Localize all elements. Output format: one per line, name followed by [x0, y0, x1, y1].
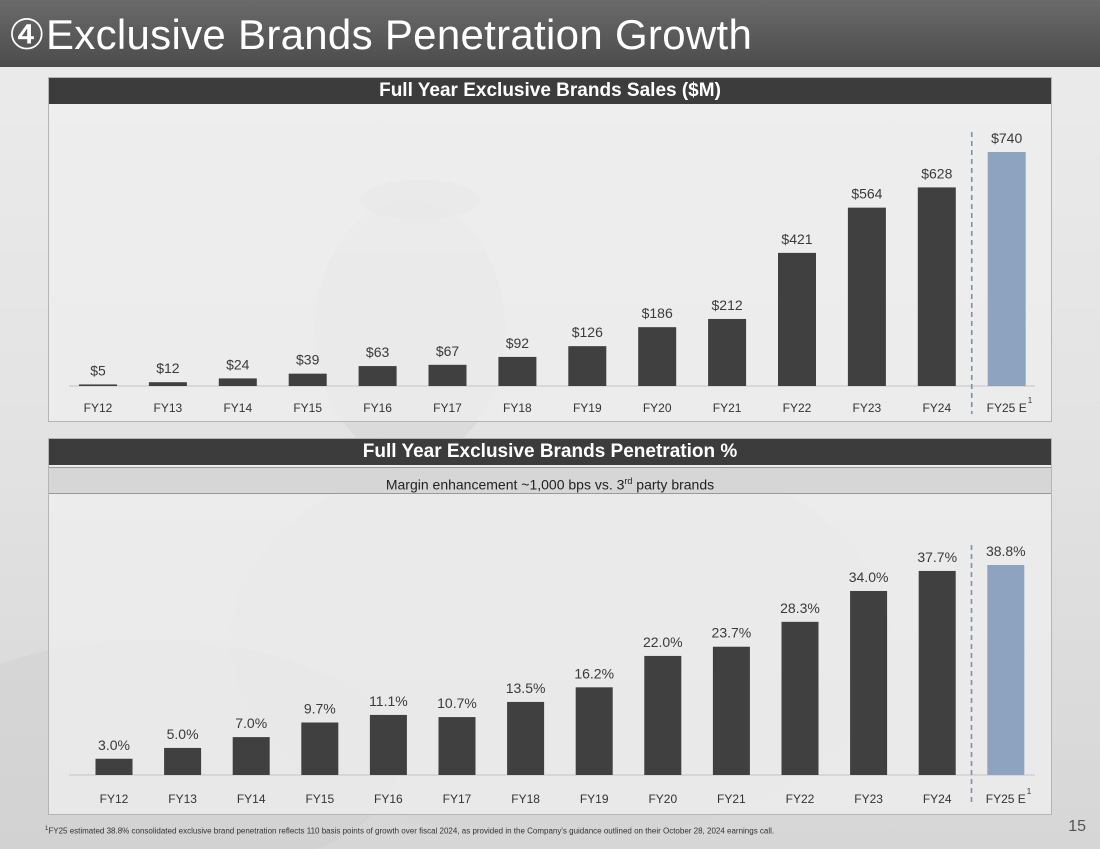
sales-value-label-11: $564 [851, 186, 882, 202]
penetration-category-label-13: FY25 E [986, 792, 1026, 806]
penetration-bar-10 [781, 621, 819, 775]
sales-value-label-6: $92 [506, 335, 530, 351]
sales-category-label-5: FY17 [433, 401, 462, 415]
sales-category-label-11: FY23 [853, 401, 882, 415]
slide-title: ④Exclusive Brands Penetration Growth [8, 11, 753, 58]
penetration-value-label-1: 5.0% [167, 726, 199, 742]
penetration-bar-3 [301, 722, 339, 775]
penetration-subtitle: Margin enhancement ~1,000 bps vs. 3rd pa… [49, 467, 1051, 494]
penetration-value-label-10: 28.3% [780, 600, 820, 616]
penetration-value-label-4: 11.1% [369, 693, 408, 709]
penetration-bar-13 [987, 565, 1025, 775]
footnote: 1FY25 estimated 38.8% consolidated exclu… [45, 826, 775, 836]
penetration-bar-6 [507, 701, 545, 775]
penetration-bar-4 [369, 714, 407, 775]
penetration-bar-0 [95, 758, 133, 775]
penetration-bar-9 [712, 646, 750, 775]
penetration-category-superscript-13: 1 [1027, 787, 1032, 796]
penetration-bar-2 [232, 737, 270, 775]
penetration-value-label-2: 7.0% [235, 715, 267, 731]
penetration-value-label-5: 10.7% [437, 695, 477, 711]
sales-bar-3 [288, 373, 327, 386]
sales-bar-1 [148, 382, 187, 386]
sales-bar-5 [428, 364, 467, 386]
penetration-category-label-8: FY20 [648, 792, 677, 806]
penetration-bar-11 [850, 590, 888, 775]
sales-category-label-7: FY19 [573, 401, 602, 415]
penetration-value-label-8: 22.0% [643, 634, 683, 650]
penetration-value-label-3: 9.7% [304, 701, 336, 717]
sales-value-label-7: $126 [572, 324, 603, 340]
sales-bar-4 [358, 366, 397, 386]
penetration-value-label-11: 34.0% [849, 569, 889, 585]
sales-bar-chart: $5 FY12 $12 FY13 $24 FY14 $39 FY15 $63 FY16 $67 FY1… [69, 130, 1035, 415]
sales-bar-11 [847, 207, 886, 386]
sales-category-label-9: FY21 [713, 401, 742, 415]
penetration-category-label-9: FY21 [717, 792, 746, 806]
penetration-bar-5 [438, 717, 476, 775]
sales-category-label-13: FY25 E [987, 401, 1027, 415]
penetration-bar-8 [644, 655, 682, 775]
penetration-value-label-6: 13.5% [506, 680, 546, 696]
penetration-category-label-10: FY22 [786, 792, 815, 806]
sales-value-label-8: $186 [642, 305, 673, 321]
sales-category-label-6: FY18 [503, 401, 532, 415]
penetration-category-label-5: FY17 [443, 792, 472, 806]
sales-category-label-4: FY16 [363, 401, 392, 415]
sales-value-label-2: $24 [226, 356, 250, 372]
sales-bar-8 [638, 327, 677, 386]
penetration-category-label-0: FY12 [100, 792, 129, 806]
sales-bar-13 [987, 152, 1026, 386]
sales-bar-7 [568, 346, 607, 386]
sales-value-label-12: $628 [921, 165, 952, 181]
sales-category-superscript-13: 1 [1028, 396, 1033, 405]
penetration-bar-7 [575, 687, 613, 775]
sales-category-label-2: FY14 [223, 401, 252, 415]
penetration-bar-1 [164, 747, 202, 775]
sales-value-label-5: $67 [436, 343, 460, 359]
sales-chart-title: Full Year Exclusive Brands Sales ($M) [49, 78, 1051, 104]
penetration-category-label-7: FY19 [580, 792, 609, 806]
penetration-bar-chart: 3.0% FY12 5.0% FY13 7.0% FY14 9.7% FY15 11.1% FY1… [69, 543, 1035, 806]
penetration-value-label-12: 37.7% [917, 549, 957, 565]
penetration-value-label-0: 3.0% [98, 737, 130, 753]
sales-bar-9 [708, 318, 747, 386]
sales-category-label-10: FY22 [783, 401, 812, 415]
sales-bar-2 [218, 378, 257, 386]
penetration-category-label-6: FY18 [511, 792, 540, 806]
penetration-chart-title: Full Year Exclusive Brands Penetration % [49, 439, 1051, 465]
penetration-category-label-2: FY14 [237, 792, 266, 806]
penetration-category-label-3: FY15 [305, 792, 334, 806]
sales-value-label-3: $39 [296, 352, 320, 368]
sales-bar-6 [498, 356, 537, 386]
penetration-category-label-11: FY23 [854, 792, 883, 806]
sales-value-label-9: $212 [712, 297, 743, 313]
sales-category-label-12: FY24 [922, 401, 951, 415]
sales-value-label-13: $740 [991, 130, 1022, 146]
penetration-category-label-12: FY24 [923, 792, 952, 806]
page-number: 15 [1068, 818, 1086, 835]
sales-category-label-1: FY13 [154, 401, 183, 415]
penetration-category-label-1: FY13 [168, 792, 197, 806]
sales-category-label-0: FY12 [84, 401, 113, 415]
title-bar: ④Exclusive Brands Penetration Growth [0, 0, 1100, 67]
sales-bar-10 [778, 252, 816, 386]
sales-value-label-4: $63 [366, 344, 390, 360]
sales-chart-panel: Full Year Exclusive Brands Sales ($M) $5… [48, 77, 1052, 422]
sales-category-label-8: FY20 [643, 401, 672, 415]
penetration-category-label-4: FY16 [374, 792, 403, 806]
penetration-value-label-13: 38.8% [986, 543, 1026, 559]
sales-category-label-3: FY15 [293, 401, 322, 415]
penetration-value-label-7: 16.2% [574, 665, 614, 681]
sales-value-label-0: $5 [90, 362, 106, 378]
penetration-chart-panel: Full Year Exclusive Brands Penetration %… [48, 438, 1052, 815]
sales-bar-12 [917, 187, 956, 386]
penetration-bar-12 [918, 570, 956, 775]
penetration-value-label-9: 23.7% [712, 625, 752, 641]
sales-bar-0 [79, 384, 117, 386]
sales-value-label-10: $421 [781, 231, 812, 247]
sales-value-label-1: $12 [156, 360, 180, 376]
